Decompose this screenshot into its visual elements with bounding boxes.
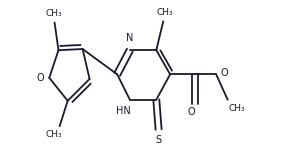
Text: CH₃: CH₃ <box>45 9 62 18</box>
Text: N: N <box>126 33 134 43</box>
Text: CH₃: CH₃ <box>229 104 245 113</box>
Text: O: O <box>36 73 44 83</box>
Text: O: O <box>188 107 195 117</box>
Text: HN: HN <box>116 106 131 116</box>
Text: CH₃: CH₃ <box>156 8 173 17</box>
Text: S: S <box>156 135 162 145</box>
Text: O: O <box>220 68 228 78</box>
Text: CH₃: CH₃ <box>46 130 62 139</box>
